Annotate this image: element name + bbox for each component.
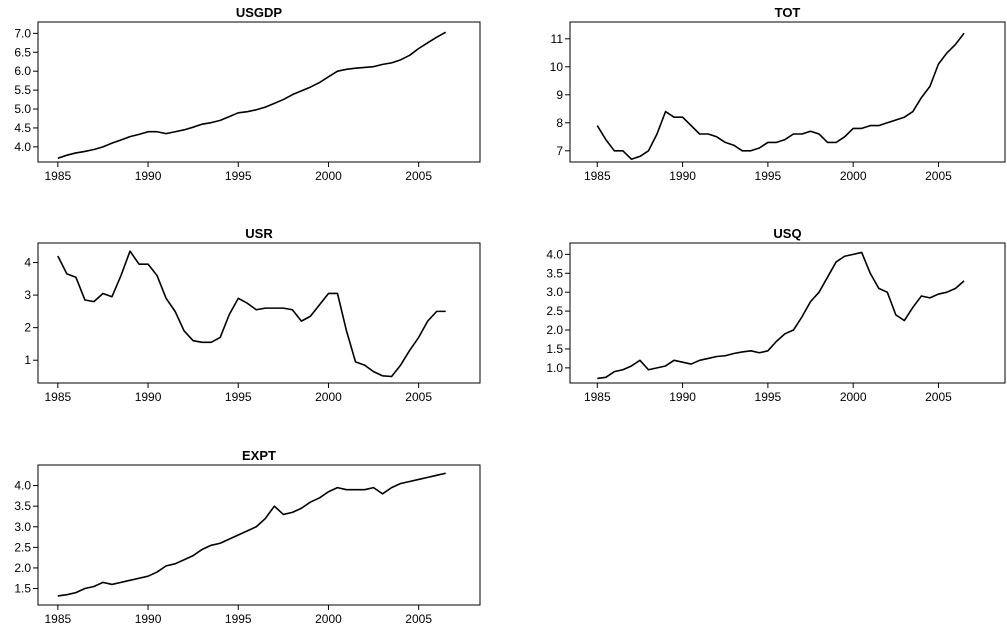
y-tick-label: 9 [556,88,563,102]
y-tick-label: 7.0 [14,26,31,40]
panel-title: USGDP [236,5,283,20]
y-tick-label: 2.5 [14,540,31,554]
panel-title: USR [245,226,273,241]
y-tick-label: 6.0 [14,64,31,78]
y-tick-label: 3 [24,288,31,302]
x-tick-label: 2005 [405,169,432,183]
x-tick-label: 2000 [840,390,867,404]
x-tick-label: 1995 [755,169,782,183]
y-tick-label: 4.0 [546,247,563,261]
x-tick-label: 1985 [44,169,71,183]
series-line [596,32,965,160]
x-tick-label: 1990 [669,169,696,183]
y-tick-label: 2 [24,321,31,335]
x-tick-label: 1995 [225,169,252,183]
y-tick-label: 3.0 [14,520,31,534]
y-tick-label: 1.5 [14,582,31,596]
x-tick-label: 1990 [669,390,696,404]
x-tick-label: 1995 [225,390,252,404]
panel-title: EXPT [242,448,276,463]
x-tick-label: 1990 [135,612,162,626]
plot-frame [569,21,1006,163]
x-tick-label: 1985 [44,390,71,404]
plot-frame [37,464,481,606]
y-tick-label: 11 [551,32,564,46]
x-tick-label: 1990 [135,169,162,183]
y-tick-label: 1.0 [546,361,563,375]
x-tick-label: 2005 [405,390,432,404]
y-tick-label: 3.5 [14,499,31,513]
x-tick-label: 1985 [584,390,611,404]
y-tick-label: 8 [556,116,563,130]
y-tick-label: 1 [24,353,31,367]
series-line [57,31,447,159]
x-tick-label: 2000 [315,612,342,626]
x-tick-label: 2000 [315,169,342,183]
x-tick-label: 1995 [755,390,782,404]
x-tick-label: 2005 [925,169,952,183]
panel-title: USQ [773,226,801,241]
x-tick-label: 1990 [135,390,162,404]
x-tick-label: 2005 [925,390,952,404]
series-line [57,250,446,378]
plot-frame [569,242,1006,384]
y-tick-label: 6.5 [14,45,31,59]
y-tick-label: 4 [24,256,31,270]
y-tick-label: 2.5 [546,304,563,318]
x-tick-label: 2000 [840,169,867,183]
x-tick-label: 1985 [584,169,611,183]
y-tick-label: 2.0 [14,561,31,575]
y-tick-label: 3.0 [546,285,563,299]
y-tick-label: 4.0 [14,479,31,493]
x-tick-label: 2005 [405,612,432,626]
panel-title: TOT [775,5,801,20]
y-tick-label: 7 [556,144,563,158]
x-tick-label: 1985 [44,612,71,626]
plot-frame [37,242,481,384]
y-tick-label: 3.5 [546,266,563,280]
y-tick-label: 5.5 [14,83,31,97]
x-tick-label: 2000 [315,390,342,404]
y-tick-label: 5.0 [14,102,31,116]
series-line [597,251,965,380]
y-tick-label: 4.0 [14,140,31,154]
plot-frame [37,21,481,163]
x-tick-label: 1995 [225,612,252,626]
y-tick-label: 10 [550,60,564,74]
y-tick-label: 1.5 [546,342,563,356]
series-line [57,472,446,597]
y-tick-label: 2.0 [546,323,563,337]
y-tick-label: 4.5 [14,121,31,135]
